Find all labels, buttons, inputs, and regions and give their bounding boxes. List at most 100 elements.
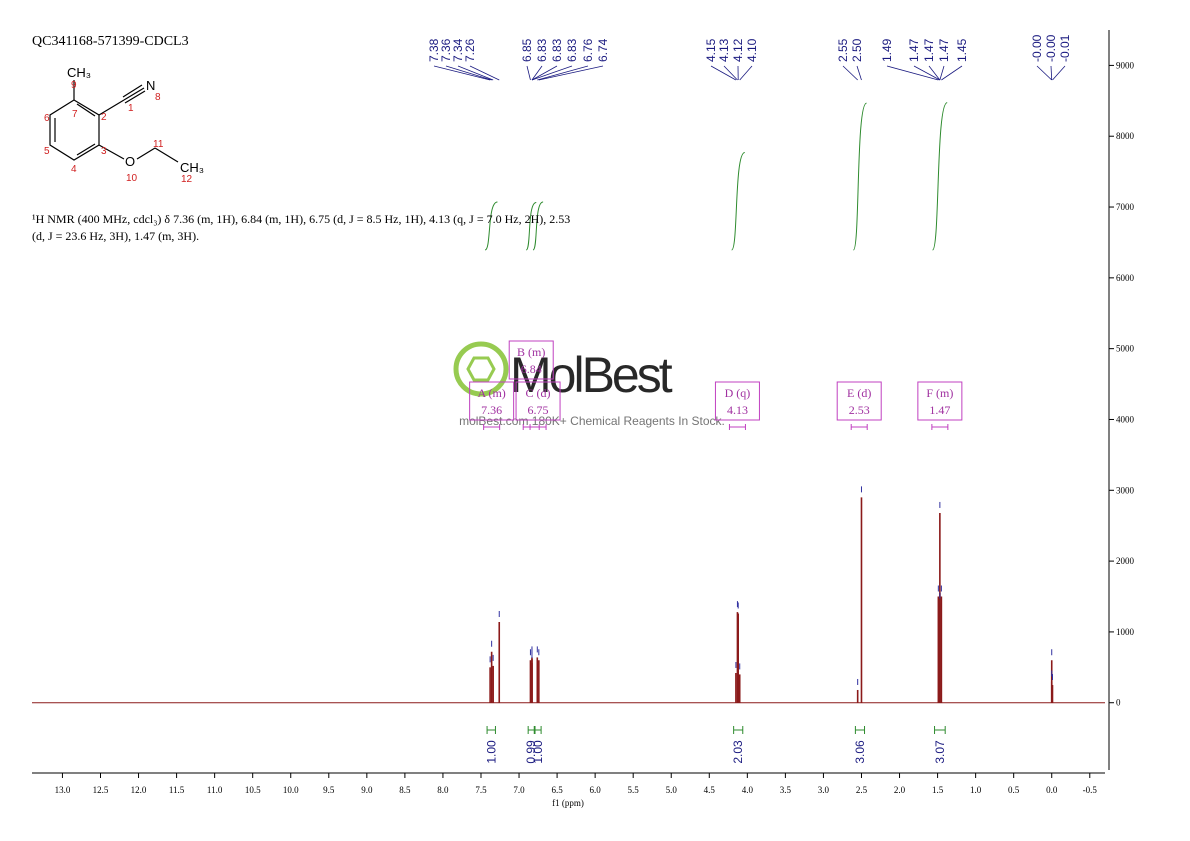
peak-connector <box>433 65 491 81</box>
x-tick-label: 11.0 <box>207 785 223 795</box>
x-tick-label: 1.5 <box>932 785 944 795</box>
y-tick-label: 5000 <box>1116 344 1135 354</box>
peak-label: 6.83 <box>535 38 549 62</box>
multiplet-box <box>469 381 515 421</box>
integral-bracket <box>486 726 496 734</box>
bond <box>98 99 125 116</box>
x-tick-label: 5.5 <box>628 785 640 795</box>
peak-label: 4.13 <box>717 38 731 62</box>
atom-label: CH₃ <box>67 65 91 80</box>
y-tick-label: 6000 <box>1116 273 1135 283</box>
y-tick-label: 3000 <box>1116 485 1135 495</box>
bond <box>124 90 146 104</box>
multiplet-name: B (m) <box>517 345 545 359</box>
atom-number: 11 <box>153 139 164 150</box>
peak-connector <box>928 65 941 81</box>
atom-number: 8 <box>155 92 161 103</box>
peak-connector <box>526 65 531 81</box>
x-tick-label: 6.5 <box>551 785 563 795</box>
multiplet-box <box>917 381 963 421</box>
x-tick-label: 4.5 <box>704 785 716 795</box>
integral-curve <box>932 102 948 251</box>
description: ¹H NMR (400 MHz, cdcl₃) δ 7.36 (m, 1H), … <box>32 212 571 243</box>
x-tick-label: 12.0 <box>131 785 147 795</box>
integral-bracket <box>534 726 542 734</box>
x-tick-label: 0.5 <box>1008 785 1020 795</box>
peak-connector <box>469 65 500 81</box>
integral-curve <box>525 201 537 251</box>
integral-bracket <box>934 726 946 734</box>
title: QC341168-571399-CDCL3 <box>32 34 189 49</box>
multiplet-name: E (d) <box>847 386 871 400</box>
x-tick-label: 3.5 <box>780 785 792 795</box>
peak-connector <box>538 65 604 81</box>
atom-number: 7 <box>72 109 78 120</box>
y-tick-label: 4000 <box>1116 414 1135 424</box>
peak-label: -0.00 <box>1044 34 1058 62</box>
multiplet-name: D (q) <box>725 386 751 400</box>
atom-number: 2 <box>101 112 107 123</box>
x-tick-label: 2.0 <box>894 785 906 795</box>
integral-bracket <box>527 726 535 734</box>
x-tick-label: 6.0 <box>590 785 602 795</box>
x-axis-label: f1 (ppm) <box>552 798 584 808</box>
peak-label: 6.83 <box>565 38 579 62</box>
peak-label: 1.49 <box>880 38 894 62</box>
peak-connector <box>1052 65 1066 81</box>
multiplet-box <box>508 340 554 380</box>
multiplet-shift: 7.36 <box>481 403 502 417</box>
multiplet-bracket <box>728 424 746 430</box>
atom-number: 4 <box>71 164 77 175</box>
logo-text: MolBest <box>510 347 673 403</box>
integral-label: 1.00 <box>484 740 498 764</box>
multiplet-shift: 6.84 <box>521 362 542 376</box>
atom-number: 9 <box>71 80 77 91</box>
x-tick-label: 10.5 <box>245 785 261 795</box>
atom-label: N <box>146 78 155 93</box>
multiplet-shift: 4.13 <box>727 403 748 417</box>
x-tick-label: 7.5 <box>475 785 487 795</box>
x-tick-label: 3.0 <box>818 785 830 795</box>
multiplet-box <box>515 381 561 421</box>
peak-label: 1.47 <box>922 38 936 62</box>
peak-label: 4.12 <box>731 38 745 62</box>
y-tick-label: 8000 <box>1116 131 1135 141</box>
x-tick-label: 12.5 <box>93 785 109 795</box>
x-tick-label: 0.0 <box>1046 785 1058 795</box>
peak-connector <box>856 65 862 81</box>
peak-connector <box>531 65 558 81</box>
peak-connector <box>723 65 738 81</box>
peak-connector <box>710 65 737 81</box>
bond <box>154 147 179 163</box>
integral-curve <box>852 102 867 251</box>
tagline: molBest.com 180K+ Chemical Reagents In S… <box>459 414 725 428</box>
multiplet-name: C (d) <box>526 386 551 400</box>
peak-label: 1.47 <box>937 38 951 62</box>
atom-number: 1 <box>128 103 134 114</box>
peak-label: 7.36 <box>439 38 453 62</box>
x-tick-label: -0.5 <box>1083 785 1098 795</box>
integral-curve <box>532 201 544 251</box>
x-tick-label: 13.0 <box>55 785 71 795</box>
y-tick-label: 9000 <box>1116 60 1135 70</box>
peak-connector <box>739 65 753 81</box>
bond <box>123 87 145 101</box>
integral-curve <box>484 201 498 251</box>
multiplet-bracket <box>529 424 547 430</box>
x-tick-label: 8.5 <box>399 785 411 795</box>
logo-icon <box>453 341 509 397</box>
peak-label: 1.45 <box>955 38 969 62</box>
peak-label: 7.38 <box>427 38 441 62</box>
peak-connector <box>1036 65 1053 81</box>
multiplet-bracket <box>850 424 868 430</box>
x-tick-label: 9.5 <box>323 785 335 795</box>
multiplet-shift: 1.47 <box>929 403 950 417</box>
x-tick-label: 9.0 <box>361 785 373 795</box>
atom-number: 10 <box>126 173 138 184</box>
x-tick-label: 7.0 <box>513 785 525 795</box>
peak-label: 6.83 <box>550 38 564 62</box>
peak-label: -0.00 <box>1030 34 1044 62</box>
bond <box>136 147 156 160</box>
multiplet-shift: 6.75 <box>528 403 549 417</box>
integral-label: 2.03 <box>731 740 745 764</box>
